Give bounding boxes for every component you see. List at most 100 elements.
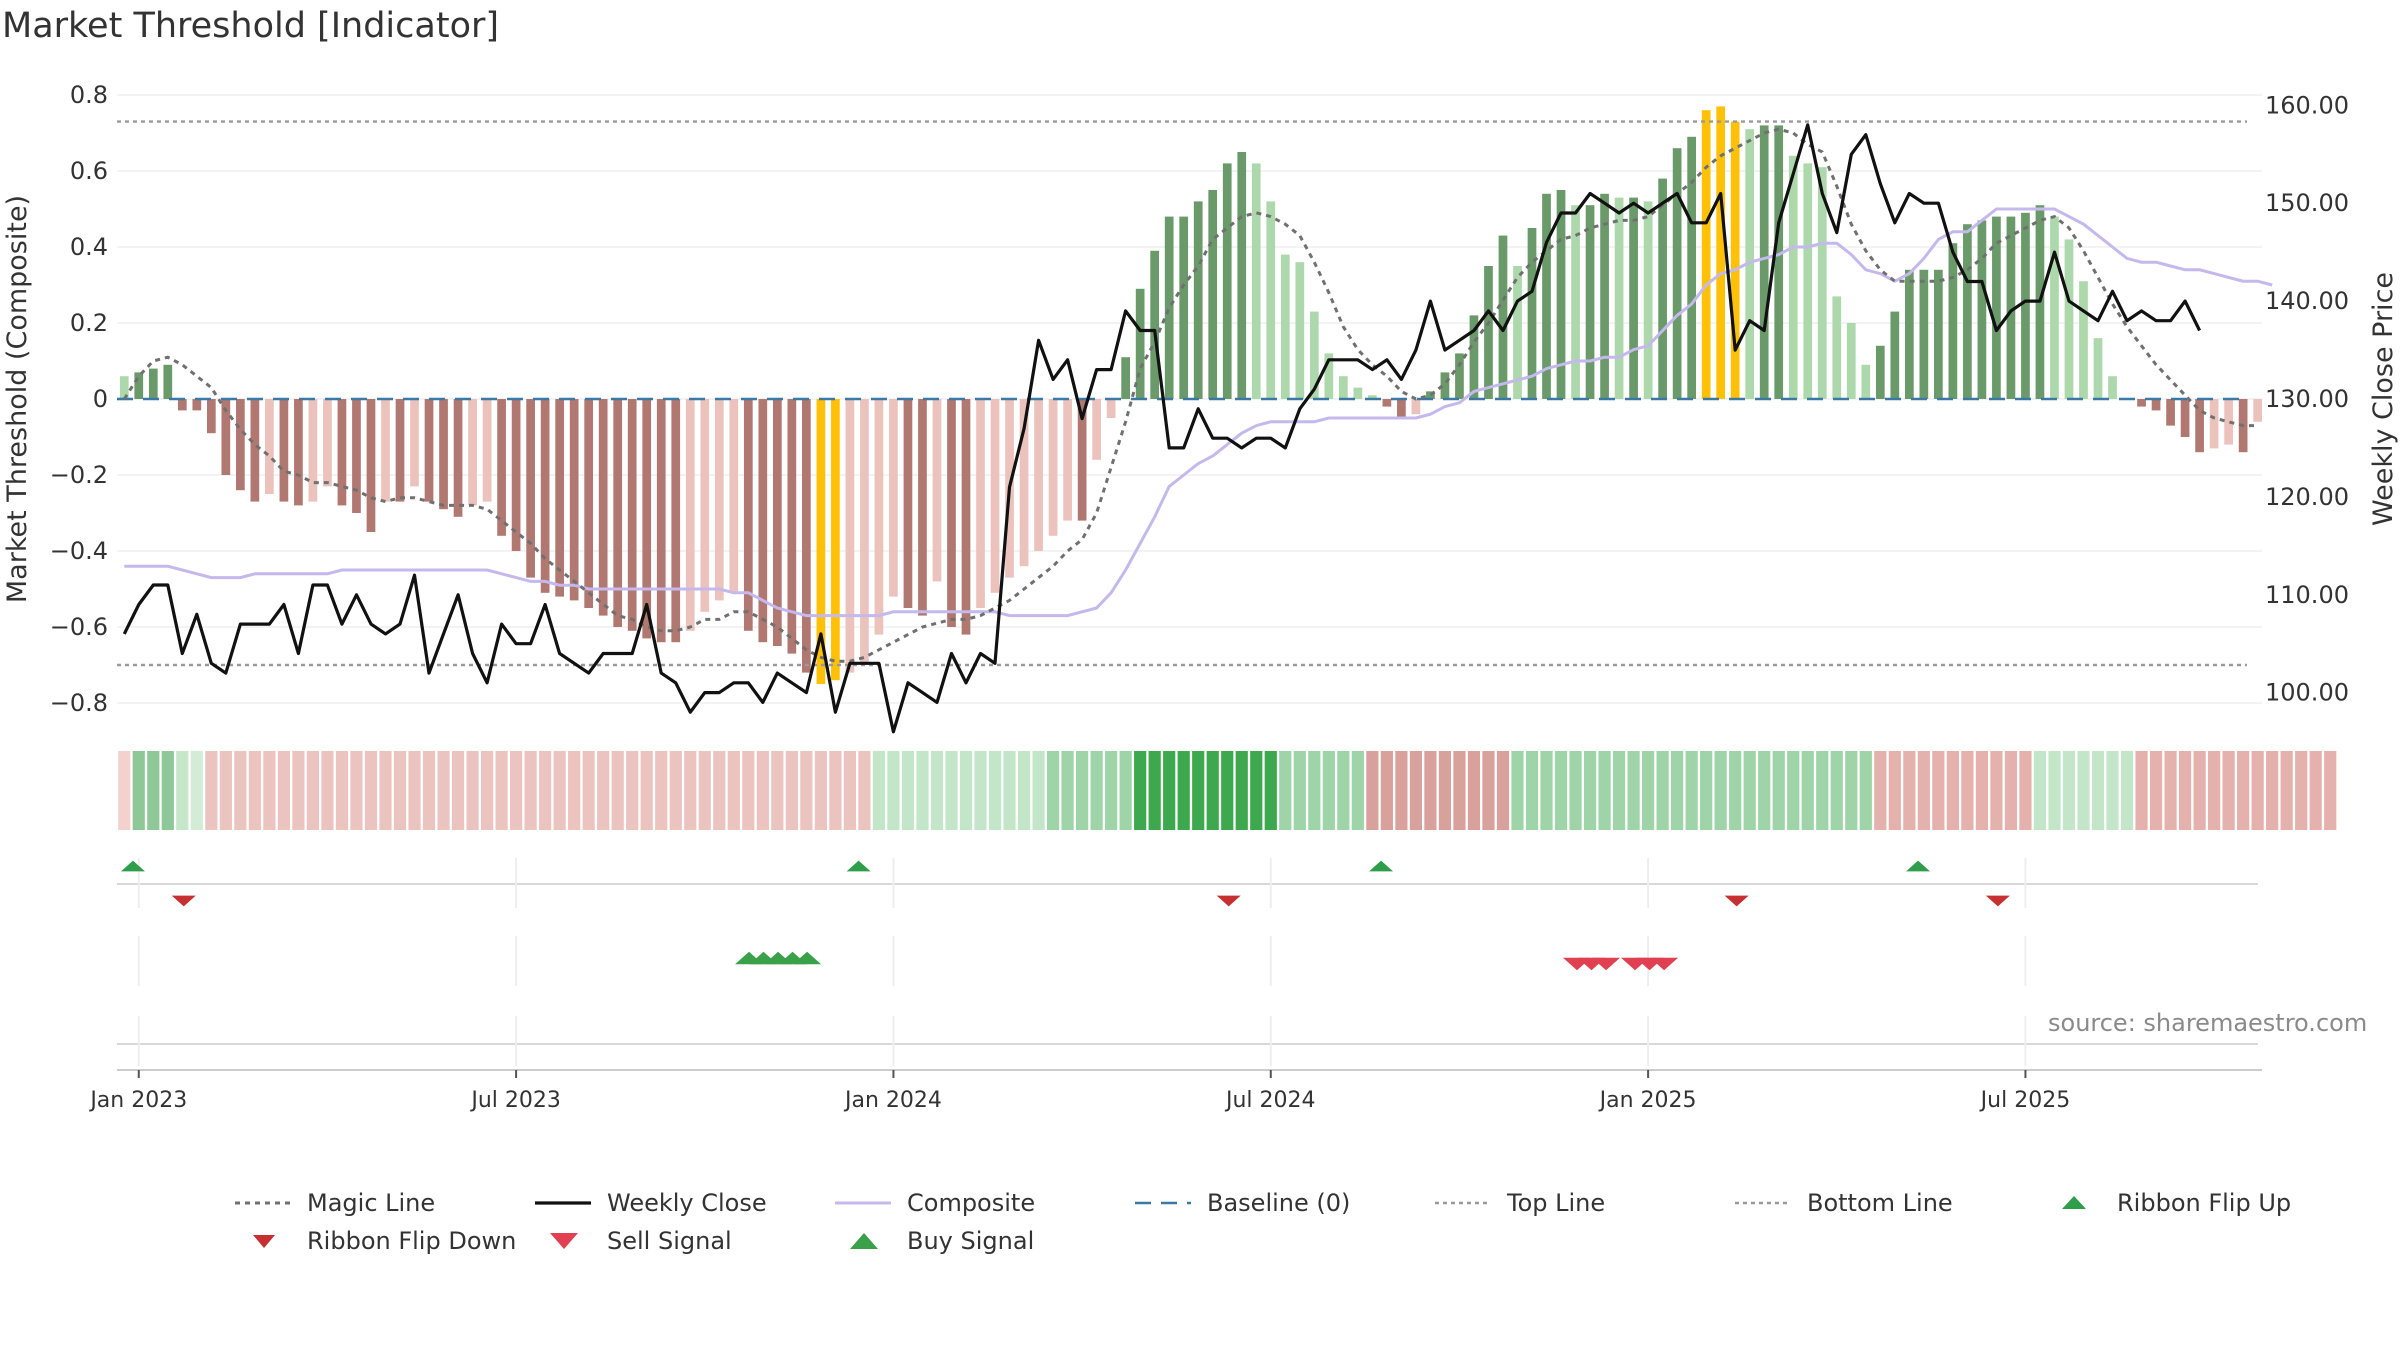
signal-markers [117,858,2262,1071]
ribbon-cell [1874,751,1887,830]
ribbon-cell [626,751,639,830]
threshold-bar [1150,250,1160,399]
threshold-bar [1222,163,1232,399]
threshold-bar [598,399,608,616]
sell-signal-marker [1650,957,1679,971]
threshold-bar [119,376,129,399]
ribbon-cell [640,751,653,830]
threshold-bar [221,399,231,475]
ribbon-cell [1264,751,1277,830]
threshold-bar [1846,323,1856,399]
ribbon-cell [234,751,247,830]
ribbon-cell [1554,751,1568,830]
threshold-bar [1048,399,1058,536]
ribbon-cell [1656,751,1669,830]
threshold-bar [1730,121,1740,399]
threshold-bar [1309,311,1319,399]
ribbon-cell [930,751,944,830]
ribbon-cell [1772,751,1785,830]
ribbon-cell [553,751,566,830]
ribbon-cell [771,751,784,830]
threshold-bar [279,399,289,502]
threshold-bar [831,399,840,681]
threshold-bar [1774,125,1784,400]
ribbon-cell [1424,751,1437,830]
threshold-bar [2021,212,2030,399]
ribbon-cell [945,751,958,830]
ribbon-cell [379,751,392,830]
threshold-bar [1469,315,1479,399]
threshold-bar [424,399,434,502]
ribbon-cell [611,751,624,830]
ribbon-cell [1322,751,1335,830]
ribbon-cell [887,751,900,830]
y-tick-label: −0.6 [50,613,108,641]
y2-tick-label: 140.00 [2265,287,2349,315]
bars-layer [119,106,2262,684]
ribbon-flip-down-marker [1724,895,1749,907]
chart-title: Market Threshold [Indicator] [2,6,500,46]
ribbon-cell [321,751,334,830]
ribbon-cell [1859,751,1872,830]
threshold-bar [1875,345,1885,399]
ribbon-cell [597,751,610,830]
threshold-bar [1614,197,1624,399]
threshold-bar [294,399,303,506]
threshold-bar [1571,205,1580,399]
threshold-bar [1556,190,1566,399]
threshold-bar [2180,399,2190,437]
ribbon-cell [1961,751,1974,830]
threshold-bar [1237,152,1247,399]
threshold-bar [1513,266,1522,399]
threshold-bar [1135,288,1145,399]
ribbon-cell [1816,751,1829,830]
threshold-bar [250,399,260,502]
ribbon-cell [263,751,276,830]
ribbon-cell [568,751,581,830]
threshold-bar [1193,201,1203,399]
threshold-bar [366,399,376,532]
threshold-bar [816,399,826,684]
ribbon-cell [364,751,378,830]
threshold-bar [1498,235,1508,399]
ribbon-cell [1192,751,1205,830]
ribbon-cell [1366,751,1379,830]
threshold-bar [308,399,318,502]
ribbon-cell [147,751,160,830]
threshold-bar [1832,296,1842,399]
ribbon-cell [277,751,290,830]
ribbon-cell [1032,751,1045,830]
threshold-bar [932,399,942,582]
ribbon-cell [2237,751,2250,830]
y2-tick-label: 150.00 [2265,189,2349,217]
ribbon-cell [1801,751,1814,830]
ribbon-cell [1221,751,1234,830]
ribbon-cell [974,751,987,830]
x-tick-label: Jan 2023 [88,1088,187,1113]
ribbon-cell [2091,751,2105,830]
ribbon-cell [858,751,871,830]
ribbon-cell [2120,751,2134,830]
threshold-bar [1368,395,1377,399]
threshold-bar [2093,338,2103,399]
ribbon-cell [422,751,436,830]
ribbon-flip-up-marker [1369,860,1394,872]
ribbon-cell [2193,751,2206,830]
threshold-bar [990,399,1000,593]
threshold-bar [802,399,811,673]
y2-tick-label: 160.00 [2265,91,2349,119]
ribbon-cell [205,751,218,830]
ribbon-cell [1612,751,1626,830]
threshold-bar [1208,190,1218,399]
threshold-bar [1077,399,1087,521]
threshold-bar [845,399,855,673]
threshold-bar [1106,399,1116,418]
ribbon-cell [1700,751,1713,830]
threshold-bar [1977,220,1987,399]
y2-tick-label: 110.00 [2265,581,2349,609]
ribbon-cell [1119,751,1132,830]
ribbon-flip-up-marker [1906,860,1931,872]
threshold-bar [1788,155,1798,399]
ribbon-cell [1975,751,1988,830]
threshold-bar [1063,399,1072,521]
